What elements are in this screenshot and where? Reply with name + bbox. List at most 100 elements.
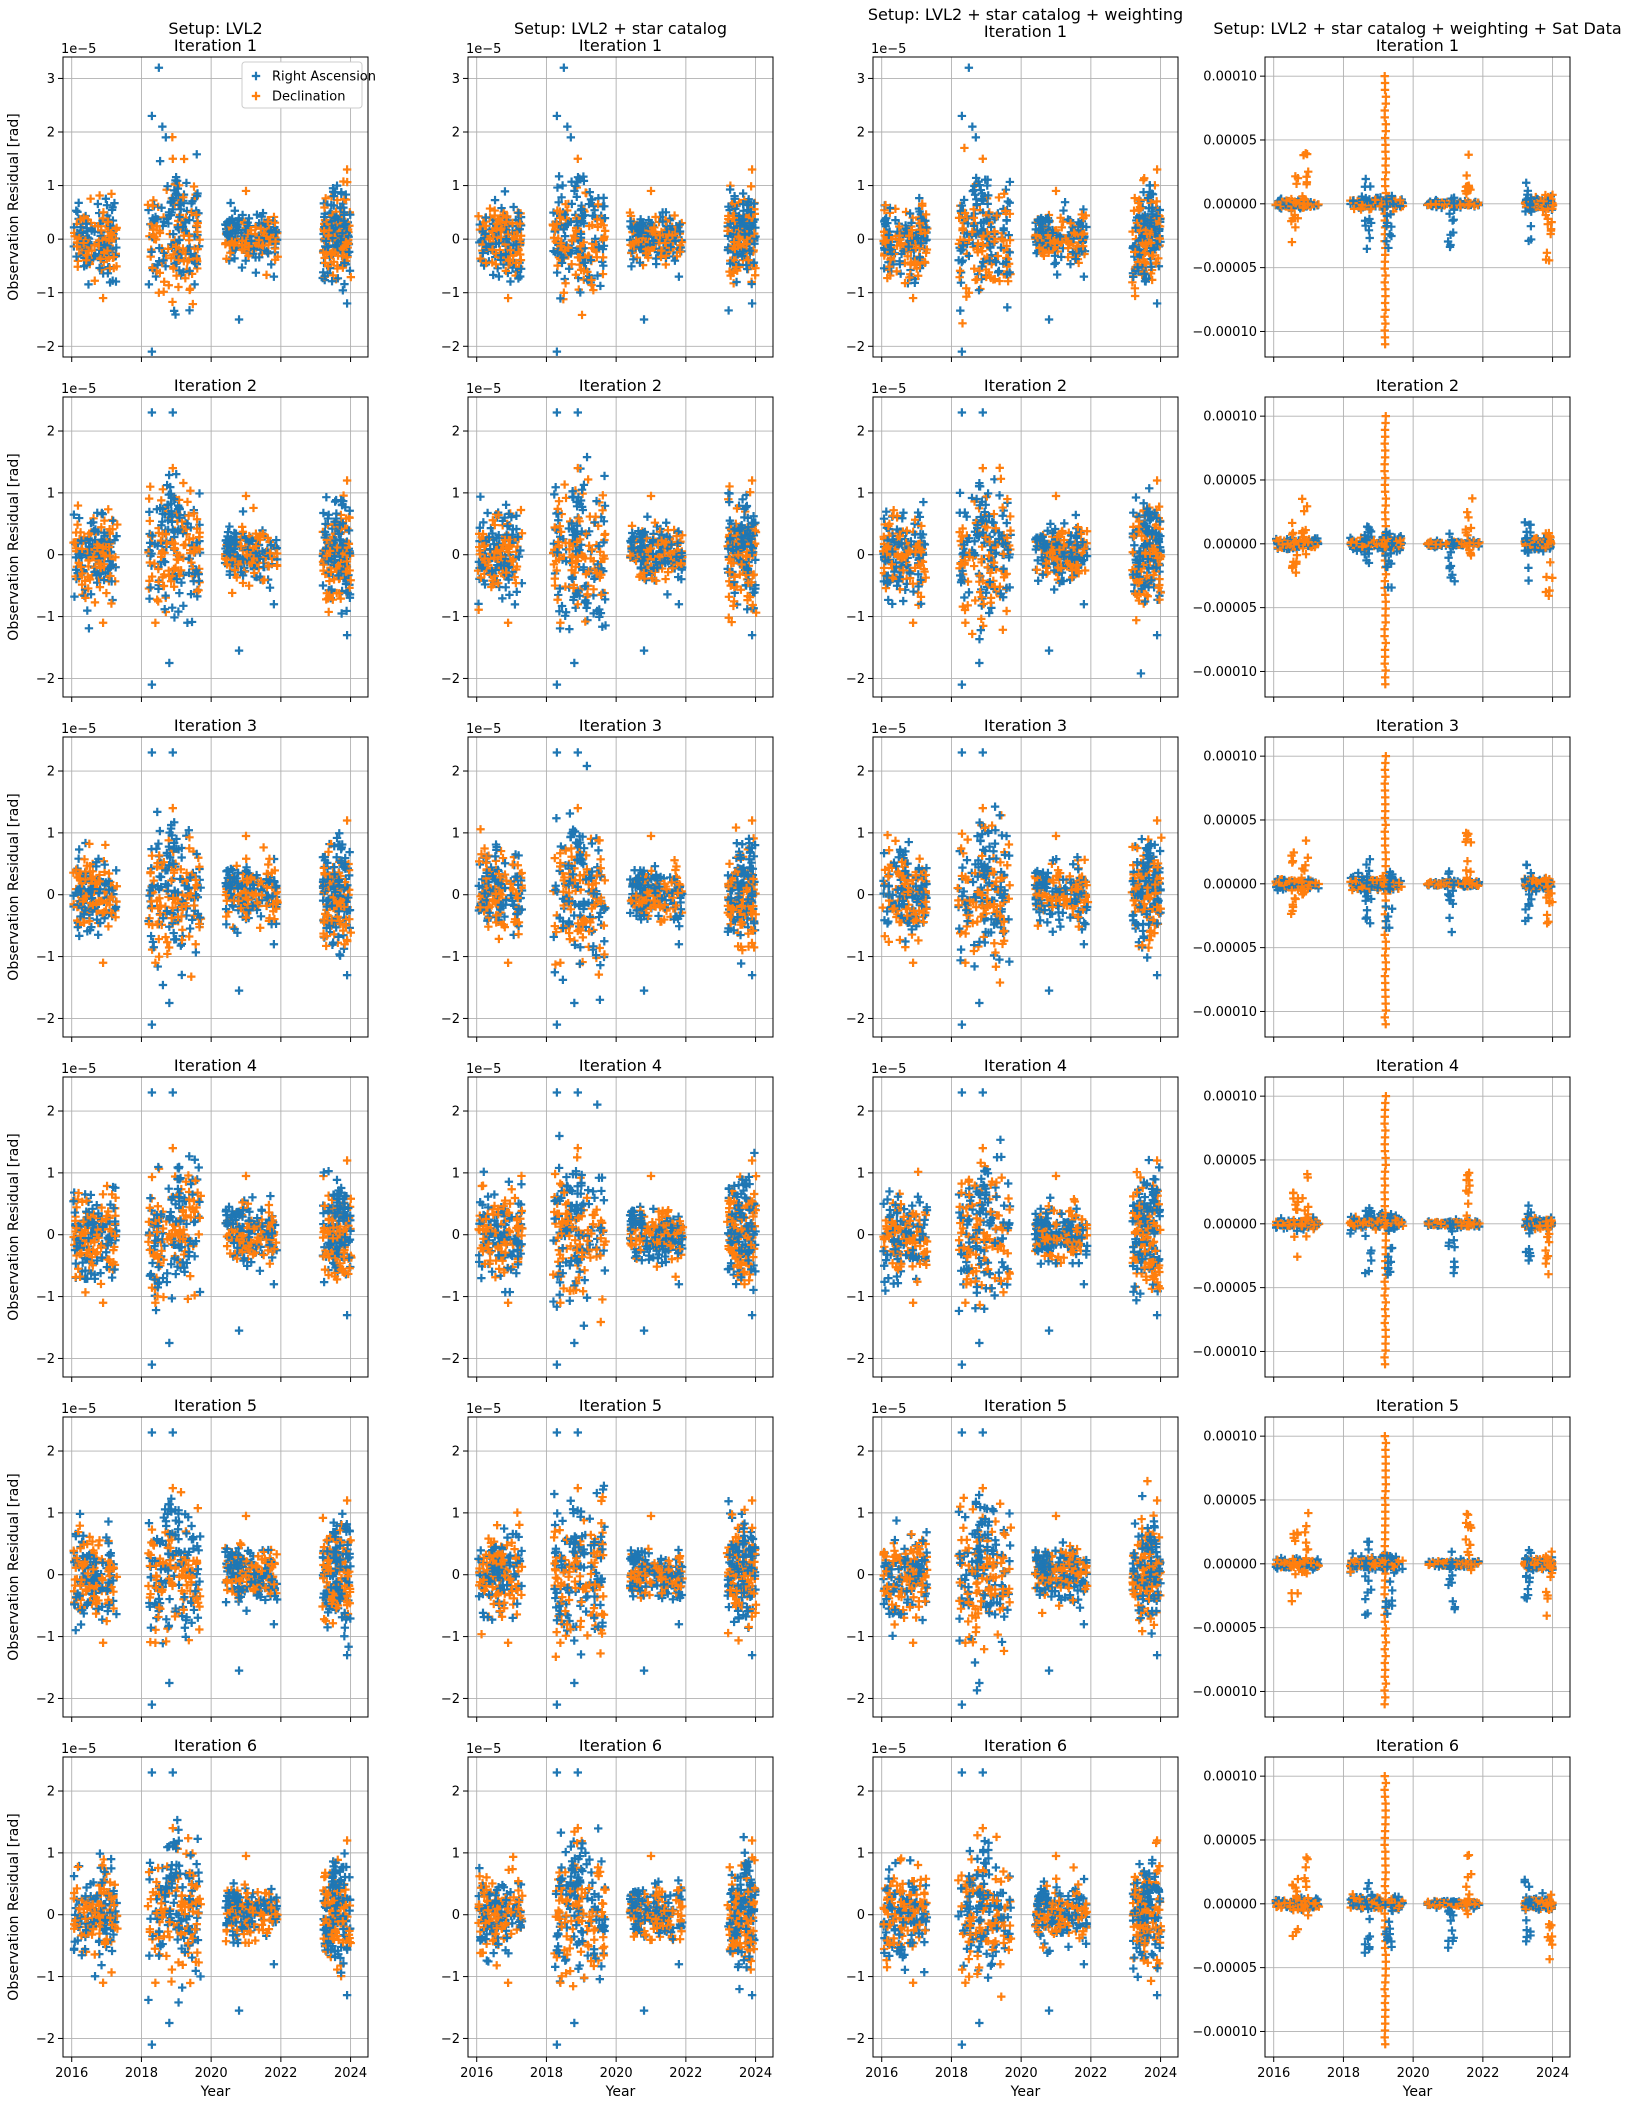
y-tick-label: −2 [36,672,55,687]
point-right-ascension [571,181,580,191]
point-declination [727,617,736,627]
point-declination [512,562,522,571]
point-right-ascension [512,524,521,534]
point-declination [886,255,895,264]
point-right-ascension [743,565,752,575]
y-offset-label: 1e−5 [466,382,501,397]
point-declination [145,516,155,526]
axes-frame [62,56,369,358]
point-declination [1081,211,1090,220]
point-declination [230,565,240,575]
point-declination [338,263,348,272]
point-declination [159,581,169,591]
point-declination [190,543,199,552]
point-declination [556,618,565,627]
point-declination [264,562,274,571]
point-right-ascension [154,584,163,594]
legend-box [241,61,363,109]
point-declination [587,280,596,290]
point-right-ascension [567,519,576,528]
point-declination [990,227,999,236]
point-right-ascension [740,504,749,514]
point-right-ascension [733,250,742,259]
point-right-ascension [238,571,248,580]
point-declination [964,288,974,297]
point-right-ascension [100,528,109,537]
point-declination [990,274,1000,284]
point-right-ascension [725,497,734,507]
point-right-ascension [594,542,603,551]
point-right-ascension [512,511,521,520]
point-declination [1396,196,1405,205]
point-declination [910,515,920,524]
point-right-ascension [491,239,501,249]
point-declination [506,246,515,255]
point-declination [1063,243,1073,253]
point-declination [242,550,252,559]
point-right-ascension [226,534,236,543]
point-declination [159,277,169,286]
point-declination [1548,204,1557,213]
point-right-ascension [93,199,103,209]
y-tick-label: −1 [36,610,55,625]
point-right-ascension [596,608,606,618]
point-declination [507,557,516,566]
point-declination [661,574,670,584]
point-declination [958,319,967,328]
point-declination [96,560,105,569]
point-right-ascension [1060,197,1070,207]
point-declination [1541,255,1551,264]
point-declination [1044,247,1053,256]
point-declination [1140,248,1149,258]
point-declination [990,237,999,246]
point-right-ascension [238,554,248,564]
point-right-ascension [233,222,242,232]
point-right-ascension [1388,199,1398,209]
point-declination [1464,200,1473,210]
point-right-ascension [1035,225,1044,235]
point-right-ascension [904,242,913,251]
point-declination [193,227,202,236]
point-right-ascension [557,601,567,611]
point-declination [736,585,746,594]
point-right-ascension [554,172,564,181]
point-right-ascension [743,513,752,523]
point-right-ascension [1382,237,1391,246]
point-declination [561,538,570,548]
point-declination [324,231,333,240]
point-declination [244,251,253,260]
point-declination [896,240,905,250]
point-declination [329,257,338,267]
point-right-ascension [327,585,336,594]
point-right-ascension [1002,216,1011,225]
point-right-ascension [600,501,610,511]
point-right-ascension [743,605,752,614]
point-right-ascension [1074,218,1083,227]
point-right-ascension [905,209,915,218]
point-right-ascension [1526,200,1535,210]
point-declination [342,165,352,174]
point-declination [560,480,569,489]
point-right-ascension [557,258,567,268]
point-right-ascension [1055,232,1065,241]
point-declination [555,521,565,531]
y-offset-label: 1e−5 [871,42,906,57]
point-declination [751,271,760,280]
point-right-ascension [1382,218,1392,228]
point-right-ascension [576,496,586,505]
point-declination [1066,219,1075,228]
point-declination [187,208,196,217]
point-right-ascension [1071,254,1080,264]
point-right-ascension [342,299,352,308]
iteration-title: Iteration 1 [1376,36,1459,55]
point-declination [98,214,108,223]
y-tick-label: −0.00010 [1192,325,1257,340]
setup-title: Setup: LVL2 [168,19,262,38]
point-declination [591,512,600,521]
point-declination [1291,198,1301,208]
point-declination [724,555,734,564]
point-declination [158,573,167,582]
point-right-ascension [572,192,581,202]
point-right-ascension [885,203,895,213]
point-declination [1455,200,1465,209]
